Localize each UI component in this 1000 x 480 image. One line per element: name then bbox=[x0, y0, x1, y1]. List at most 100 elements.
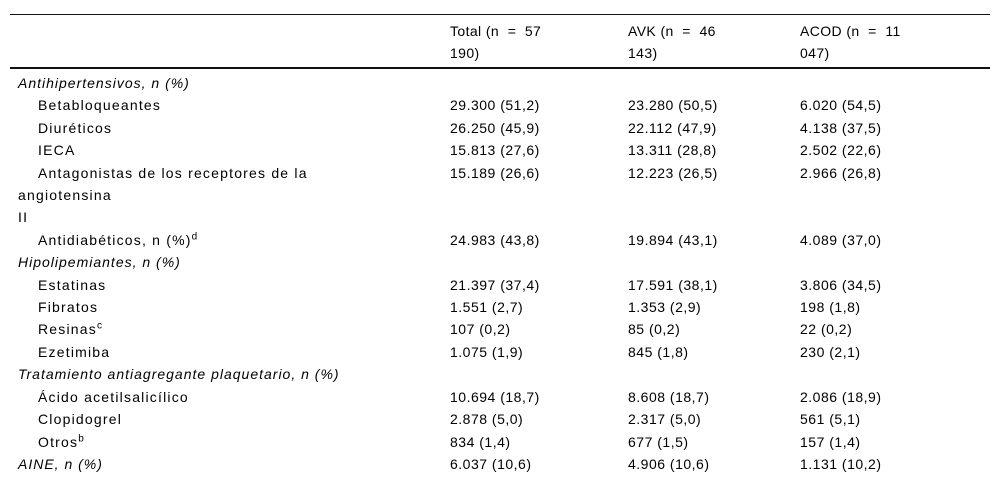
cell-avk: 845 (1,8) bbox=[628, 343, 689, 360]
cell-total: 6.037 (10,6) bbox=[450, 455, 532, 472]
cell-avk: 13.311 (28,8) bbox=[628, 142, 717, 159]
row-label: Hipolipemiantes, n (%) bbox=[10, 251, 450, 273]
table-row: Betabloqueantes 29.300 (51,2) 23.280 (50… bbox=[10, 94, 990, 116]
row-label-text: IECA bbox=[38, 142, 76, 159]
row-label: Estatinas bbox=[10, 274, 450, 296]
row-label: Fibratos bbox=[10, 296, 450, 318]
cell-avk: 12.223 (26,5) bbox=[628, 164, 718, 181]
header-avk-line1: AVK (n = 46 bbox=[628, 23, 716, 39]
table-row: Antihipertensivos, n (%) bbox=[10, 72, 990, 94]
cell-acod bbox=[800, 251, 990, 273]
table-row: Antidiabéticos, n (%)d 24.983 (43,8) 19.… bbox=[10, 229, 990, 251]
cell-acod: 561 (5,1) bbox=[800, 411, 861, 428]
row-label: Clopidogrel bbox=[10, 408, 450, 430]
cell-total: 15.189 (26,6) bbox=[450, 164, 540, 181]
cell-total: 834 (1,4) bbox=[450, 433, 511, 450]
cell-total: 2.878 (5,0) bbox=[450, 411, 524, 428]
header-total-line2: 190) bbox=[450, 45, 480, 61]
table-header-row: Total (n = 57 190) AVK (n = 46 143) ACOD… bbox=[10, 15, 990, 69]
row-label-text: Clopidogrel bbox=[38, 411, 123, 428]
header-empty-label-cell bbox=[10, 20, 450, 64]
row-label: Diuréticos bbox=[10, 117, 450, 139]
row-label: Resinasc bbox=[10, 318, 450, 340]
cell-avk: 19.894 (43,1) bbox=[628, 231, 718, 248]
cell-acod: 4.138 (37,5) bbox=[800, 119, 882, 136]
row-label-text: Resinas bbox=[38, 321, 97, 338]
table-row: Estatinas 21.397 (37,4) 17.591 (38,1) 3.… bbox=[10, 274, 990, 296]
table-row: Fibratos 1.551 (2,7) 1.353 (2,9) 198 (1,… bbox=[10, 296, 990, 318]
table-row: Ácido acetilsalicílico 10.694 (18,7) 8.6… bbox=[10, 386, 990, 408]
cell-avk: 4.906 (10,6) bbox=[628, 455, 710, 472]
table-row: Diuréticos 26.250 (45,9) 22.112 (47,9) 4… bbox=[10, 117, 990, 139]
row-label: Antidiabéticos, n (%)d bbox=[10, 229, 450, 251]
cell-acod bbox=[800, 363, 990, 385]
table-row: Antagonistas de los receptores de la ang… bbox=[10, 162, 990, 229]
table-row: IECA 15.813 (27,6) 13.311 (28,8) 2.502 (… bbox=[10, 139, 990, 161]
cell-acod: 22 (0,2) bbox=[800, 321, 853, 338]
cell-acod bbox=[800, 72, 990, 94]
row-label: Betabloqueantes bbox=[10, 94, 450, 116]
cell-total: 21.397 (37,4) bbox=[450, 276, 540, 293]
cell-total bbox=[450, 251, 628, 273]
cell-acod: 2.966 (26,8) bbox=[800, 164, 882, 181]
table-row: Ezetimiba 1.075 (1,9) 845 (1,8) 230 (2,1… bbox=[10, 341, 990, 363]
cell-total: 26.250 (45,9) bbox=[450, 119, 540, 136]
cell-total: 29.300 (51,2) bbox=[450, 97, 540, 114]
medication-usage-table: Total (n = 57 190) AVK (n = 46 143) ACOD… bbox=[10, 14, 990, 480]
cell-acod: 157 (1,4) bbox=[800, 433, 861, 450]
table-row: Clopidogrel 2.878 (5,0) 2.317 (5,0) 561 … bbox=[10, 408, 990, 430]
row-label: Antagonistas de los receptores de la ang… bbox=[10, 162, 450, 229]
row-label-text: Fibratos bbox=[38, 299, 99, 316]
row-label-text: AINE, n (%) bbox=[18, 455, 103, 472]
table-row: Resinasc 107 (0,2) 85 (0,2) 22 (0,2) bbox=[10, 318, 990, 340]
row-label: Antihipertensivos, n (%) bbox=[10, 72, 450, 94]
cell-acod: 198 (1,8) bbox=[800, 299, 861, 316]
row-label-superscript: d bbox=[191, 231, 198, 243]
cell-acod: 1.131 (10,2) bbox=[800, 455, 882, 472]
row-label-text: Estatinas bbox=[38, 276, 107, 293]
cell-avk: 23.280 (50,5) bbox=[628, 97, 718, 114]
cell-total bbox=[450, 363, 628, 385]
cell-acod: 3.806 (34,5) bbox=[800, 276, 882, 293]
cell-acod: 4.089 (37,0) bbox=[800, 231, 882, 248]
row-label-text: Betabloqueantes bbox=[38, 97, 162, 114]
cell-avk: 85 (0,2) bbox=[628, 321, 681, 338]
cell-avk: 17.591 (38,1) bbox=[628, 276, 718, 293]
row-label-text: Hipolipemiantes, n (%) bbox=[18, 254, 181, 271]
row-label-superscript: b bbox=[78, 432, 84, 444]
cell-avk: 22.112 (47,9) bbox=[628, 119, 717, 136]
row-label: Tratamiento antiagregante plaquetario, n… bbox=[10, 363, 450, 385]
cell-avk bbox=[628, 363, 800, 385]
row-label-text: Otros bbox=[38, 433, 79, 450]
row-label: Ezetimiba bbox=[10, 341, 450, 363]
row-label: IECA bbox=[10, 139, 450, 161]
row-label-text: Ezetimiba bbox=[38, 343, 111, 360]
cell-total: 24.983 (43,8) bbox=[450, 231, 540, 248]
table-row: Tratamiento antiagregante plaquetario, n… bbox=[10, 363, 990, 385]
cell-total: 1.075 (1,9) bbox=[450, 343, 524, 360]
row-label: Otrosb bbox=[10, 431, 450, 453]
table-row: Hipolipemiantes, n (%) bbox=[10, 251, 990, 273]
row-label: AINE, n (%) bbox=[10, 453, 450, 475]
header-avk-line2: 143) bbox=[628, 45, 658, 61]
cell-acod: 6.020 (54,5) bbox=[800, 97, 882, 114]
cell-total: 1.551 (2,7) bbox=[450, 299, 524, 316]
row-label-superscript: c bbox=[96, 320, 102, 332]
row-label: Ácido acetilsalicílico bbox=[10, 386, 450, 408]
table-row: Otrosb 834 (1,4) 677 (1,5) 157 (1,4) bbox=[10, 431, 990, 453]
header-total-column: Total (n = 57 190) bbox=[450, 20, 628, 64]
row-label-text: Antihipertensivos, n (%) bbox=[18, 75, 190, 91]
header-acod-column: ACOD (n = 11 047) bbox=[800, 20, 990, 64]
table-body: Antihipertensivos, n (%) Betabloqueantes… bbox=[10, 69, 990, 480]
cell-avk bbox=[628, 72, 800, 94]
cell-avk: 677 (1,5) bbox=[628, 433, 689, 450]
cell-total: 107 (0,2) bbox=[450, 321, 511, 338]
row-label-text: Antagonistas de los receptores de la ang… bbox=[18, 164, 308, 226]
cell-total: 15.813 (27,6) bbox=[450, 142, 540, 159]
cell-acod: 2.086 (18,9) bbox=[800, 388, 882, 405]
cell-avk bbox=[628, 251, 800, 273]
cell-total bbox=[450, 72, 628, 94]
cell-acod: 230 (2,1) bbox=[800, 343, 861, 360]
cell-acod: 2.502 (22,6) bbox=[800, 142, 882, 159]
row-label-text: Antidiabéticos, n (%) bbox=[38, 231, 192, 248]
